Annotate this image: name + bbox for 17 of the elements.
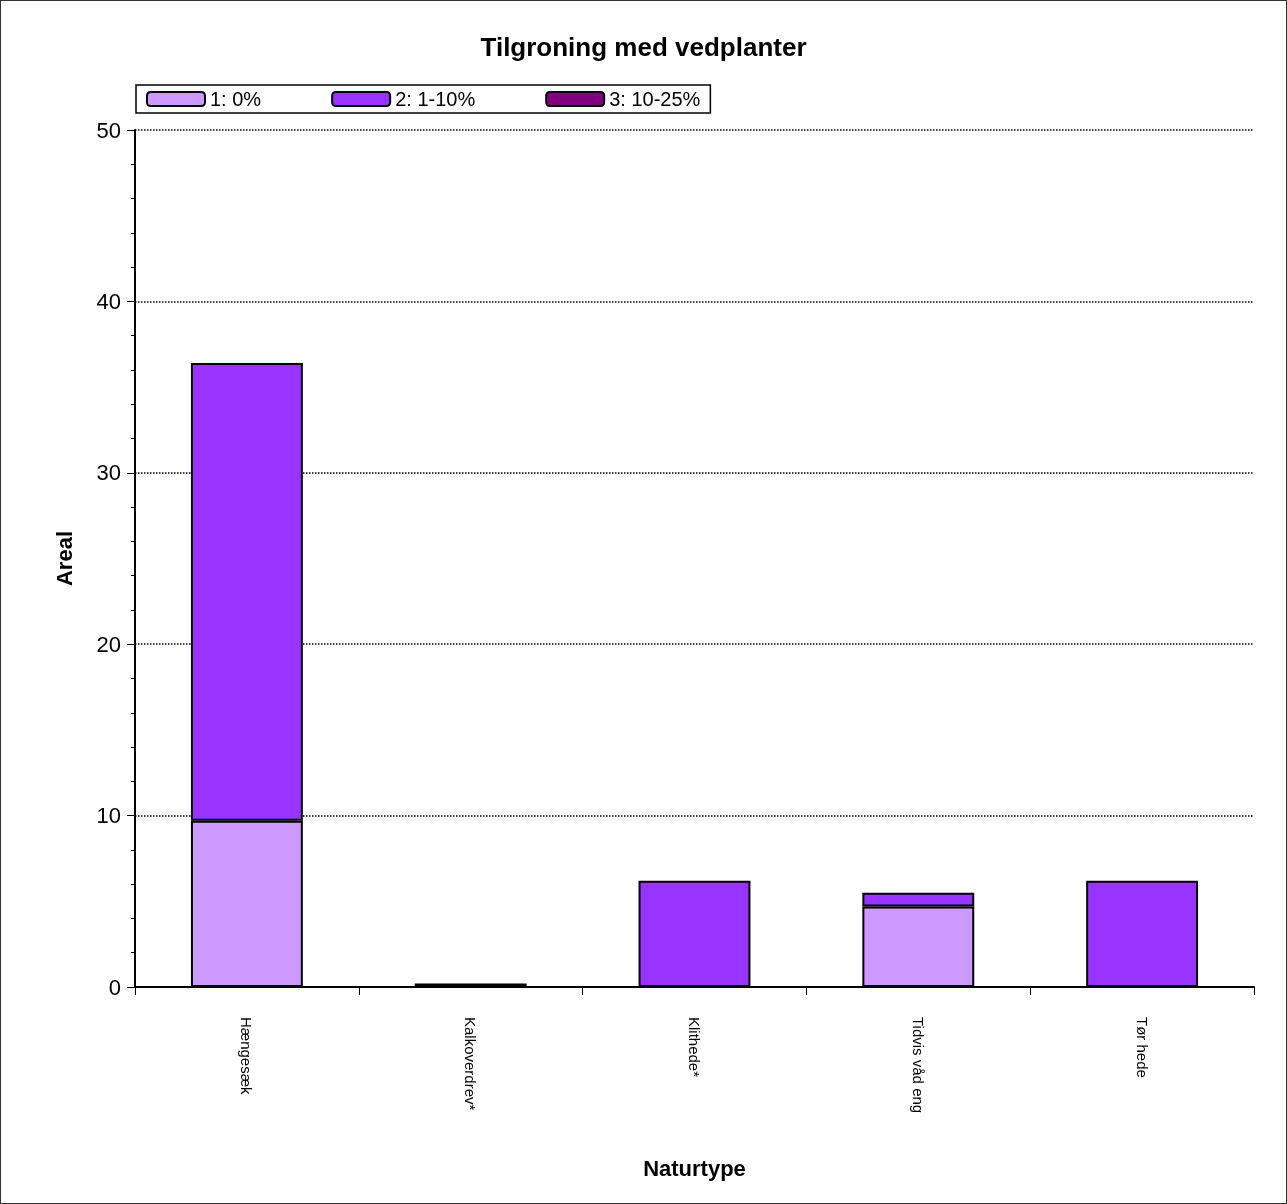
y-tick-label: 10 (96, 803, 121, 829)
y-tick-label: 0 (108, 974, 121, 1000)
legend-label: 2: 1-10% (395, 88, 476, 110)
legend-label: 3: 10-25% (609, 88, 701, 110)
y-tick-label: 30 (96, 460, 121, 486)
y-tick-label: 40 (96, 288, 121, 314)
x-tick-label: Tør hede (1133, 1017, 1151, 1078)
x-axis-title: Naturtype (643, 1155, 746, 1181)
x-tick-label: Klithede* (686, 1017, 703, 1078)
y-axis-title: Areal (51, 530, 77, 587)
y-tick-label: 50 (96, 117, 121, 143)
y-tick-label: 20 (96, 631, 121, 657)
x-tick-label: Hængesæk (238, 1017, 256, 1096)
x-tick-label: Tidvis våd eng (909, 1017, 927, 1114)
x-tick-label: Kalkoverdrev* (462, 1017, 480, 1111)
chart-title: Tilgroning med vedplanter (480, 32, 807, 62)
legend-label: 1: 0% (210, 88, 262, 110)
